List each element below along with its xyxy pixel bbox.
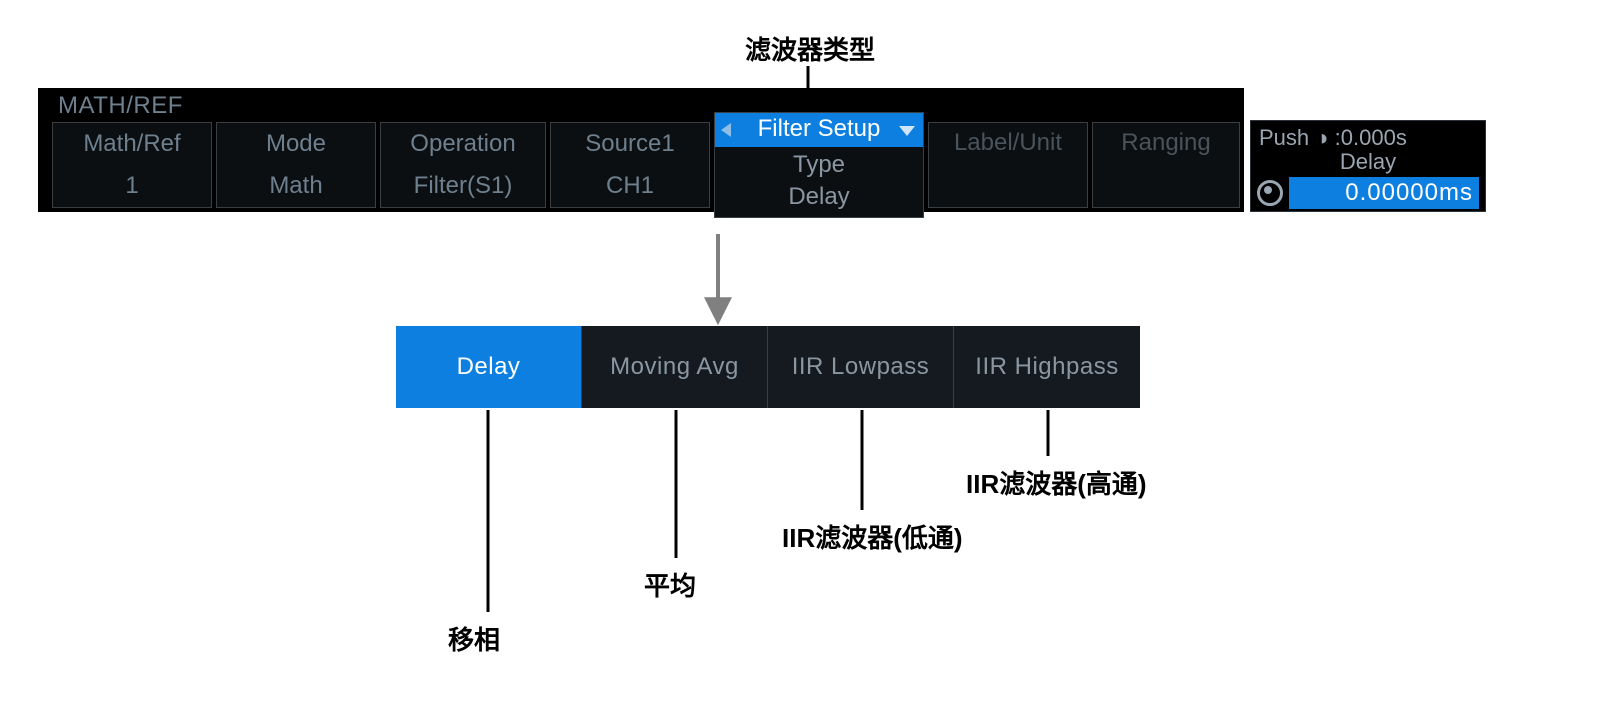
scope-header: MATH/REF: [58, 92, 183, 120]
push-hint-text: Push ◑ :0.000s: [1259, 125, 1407, 151]
softkey-value: Filter(S1): [414, 172, 513, 200]
annot-moving-avg: 平均: [644, 566, 696, 603]
softkey-source1[interactable]: Source1 CH1: [550, 122, 710, 208]
filter-opt-iir-lowpass[interactable]: IIR Lowpass: [768, 326, 954, 408]
softkey-mode[interactable]: Mode Math: [216, 122, 376, 208]
filter-opt-label: Moving Avg: [610, 353, 739, 381]
softkey-label: Math/Ref: [83, 130, 180, 158]
filter-setup-type-value: Delay: [788, 183, 849, 211]
filter-type-options: Delay Moving Avg IIR Lowpass IIR Highpas…: [396, 326, 1140, 408]
filter-opt-moving-avg[interactable]: Moving Avg: [582, 326, 768, 408]
softkey-value: 1: [125, 172, 138, 200]
delay-value-field[interactable]: 0.00000ms: [1289, 177, 1479, 209]
softkey-value: CH1: [606, 172, 654, 200]
filter-opt-label: IIR Lowpass: [792, 353, 930, 381]
softkey-label: Label/Unit: [954, 129, 1062, 157]
softkey-label: Operation: [410, 130, 515, 158]
annot-iir-highpass: IIR滤波器(高通): [966, 464, 1147, 501]
filter-opt-iir-highpass[interactable]: IIR Highpass: [954, 326, 1140, 408]
filter-opt-label: IIR Highpass: [975, 353, 1118, 381]
softkey-label: Mode: [266, 130, 326, 158]
annot-iir-lowpass: IIR滤波器(低通): [782, 518, 963, 555]
softkey-mathref[interactable]: Math/Ref 1: [52, 122, 212, 208]
push-hint: Push ◑ :0.000s: [1251, 121, 1485, 151]
softkey-ranging[interactable]: Ranging: [1092, 122, 1240, 208]
chevron-left-icon: [721, 123, 731, 137]
softkey-operation[interactable]: Operation Filter(S1): [380, 122, 546, 208]
delay-readout-panel: Push ◑ :0.000s Delay 0.00000ms: [1250, 120, 1486, 212]
rotary-knob-icon[interactable]: [1257, 180, 1283, 206]
softkey-filter-setup[interactable]: Filter Setup Type Delay: [714, 112, 924, 218]
filter-setup-title: Filter Setup: [758, 115, 881, 142]
filter-setup-type-label: Type: [793, 151, 845, 179]
annot-delay: 移相: [448, 620, 500, 657]
softkey-value: Math: [269, 172, 322, 200]
softkey-label: Ranging: [1121, 129, 1210, 157]
readout-title: Delay: [1251, 149, 1485, 175]
softkey-label-unit[interactable]: Label/Unit: [928, 122, 1088, 208]
filter-opt-label: Delay: [457, 353, 521, 381]
filter-opt-delay[interactable]: Delay: [396, 326, 582, 408]
chevron-down-icon: [899, 126, 915, 136]
annot-filter-type: 滤波器类型: [745, 30, 875, 67]
softkey-label: Source1: [585, 130, 674, 158]
filter-setup-header: Filter Setup: [715, 113, 923, 147]
scope-softkey-bar: MATH/REF Math/Ref 1 Mode Math Operation …: [38, 88, 1244, 212]
